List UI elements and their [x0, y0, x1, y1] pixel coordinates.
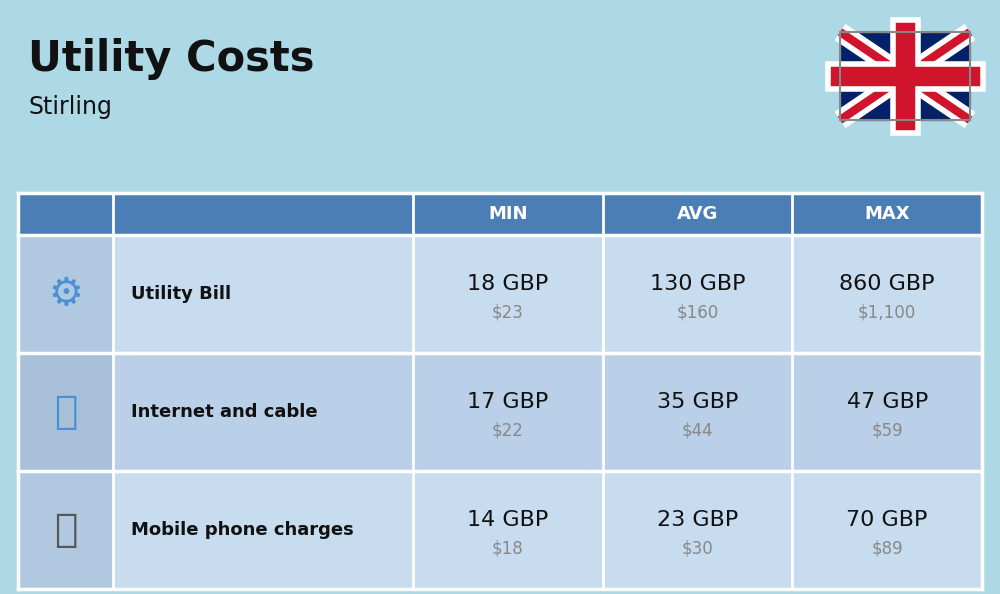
Bar [840, 32, 970, 120]
Text: $89: $89 [871, 539, 903, 557]
Text: 860 GBP: 860 GBP [839, 274, 935, 294]
Bar [18, 235, 982, 353]
Text: Utility Costs: Utility Costs [28, 38, 314, 80]
Text: $160: $160 [676, 303, 719, 321]
Bar [840, 32, 970, 120]
Text: $44: $44 [682, 421, 713, 439]
Text: $30: $30 [682, 539, 713, 557]
Bar [18, 353, 982, 471]
Text: Internet and cable: Internet and cable [131, 403, 318, 421]
Text: 📡: 📡 [54, 393, 77, 431]
Text: 70 GBP: 70 GBP [846, 510, 928, 530]
Text: 47 GBP: 47 GBP [847, 392, 928, 412]
Text: Utility Bill: Utility Bill [131, 285, 231, 303]
Text: ⚙: ⚙ [48, 275, 83, 313]
Text: 17 GBP: 17 GBP [467, 392, 548, 412]
Bar [18, 471, 982, 589]
Text: Stirling: Stirling [28, 95, 112, 119]
Text: MAX: MAX [864, 205, 910, 223]
Text: AVG: AVG [677, 205, 718, 223]
Text: 130 GBP: 130 GBP [650, 274, 745, 294]
Text: $18: $18 [492, 539, 524, 557]
Bar [18, 353, 113, 471]
Text: Mobile phone charges: Mobile phone charges [131, 521, 354, 539]
Text: 18 GBP: 18 GBP [467, 274, 548, 294]
Text: 14 GBP: 14 GBP [467, 510, 548, 530]
Text: $59: $59 [871, 421, 903, 439]
Bar [18, 193, 982, 235]
Text: $1,100: $1,100 [858, 303, 916, 321]
Bar [18, 235, 113, 353]
Text: 23 GBP: 23 GBP [657, 510, 738, 530]
Text: $23: $23 [492, 303, 524, 321]
Text: 📱: 📱 [54, 511, 77, 549]
Bar [18, 471, 113, 589]
Text: $22: $22 [492, 421, 524, 439]
Text: 35 GBP: 35 GBP [657, 392, 738, 412]
Text: MIN: MIN [488, 205, 528, 223]
